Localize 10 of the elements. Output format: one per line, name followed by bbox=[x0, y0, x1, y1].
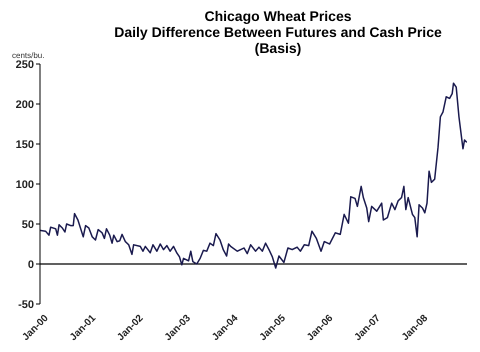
y-tick-label: -50 bbox=[18, 298, 34, 311]
y-tick-label: 150 bbox=[16, 138, 34, 151]
y-tick-label: 0 bbox=[28, 258, 34, 271]
y-tick-label: 200 bbox=[16, 98, 34, 111]
y-tick-label: 50 bbox=[22, 218, 34, 231]
y-tick-label: 100 bbox=[16, 178, 34, 191]
y-tick-label: 250 bbox=[16, 58, 34, 71]
chart-title: Chicago Wheat Prices bbox=[203, 8, 353, 24]
chart-subtitle: Daily Difference Between Futures and Cash Price (Basis) bbox=[113, 24, 443, 56]
y-axis-title: cents/bu. bbox=[12, 51, 44, 60]
